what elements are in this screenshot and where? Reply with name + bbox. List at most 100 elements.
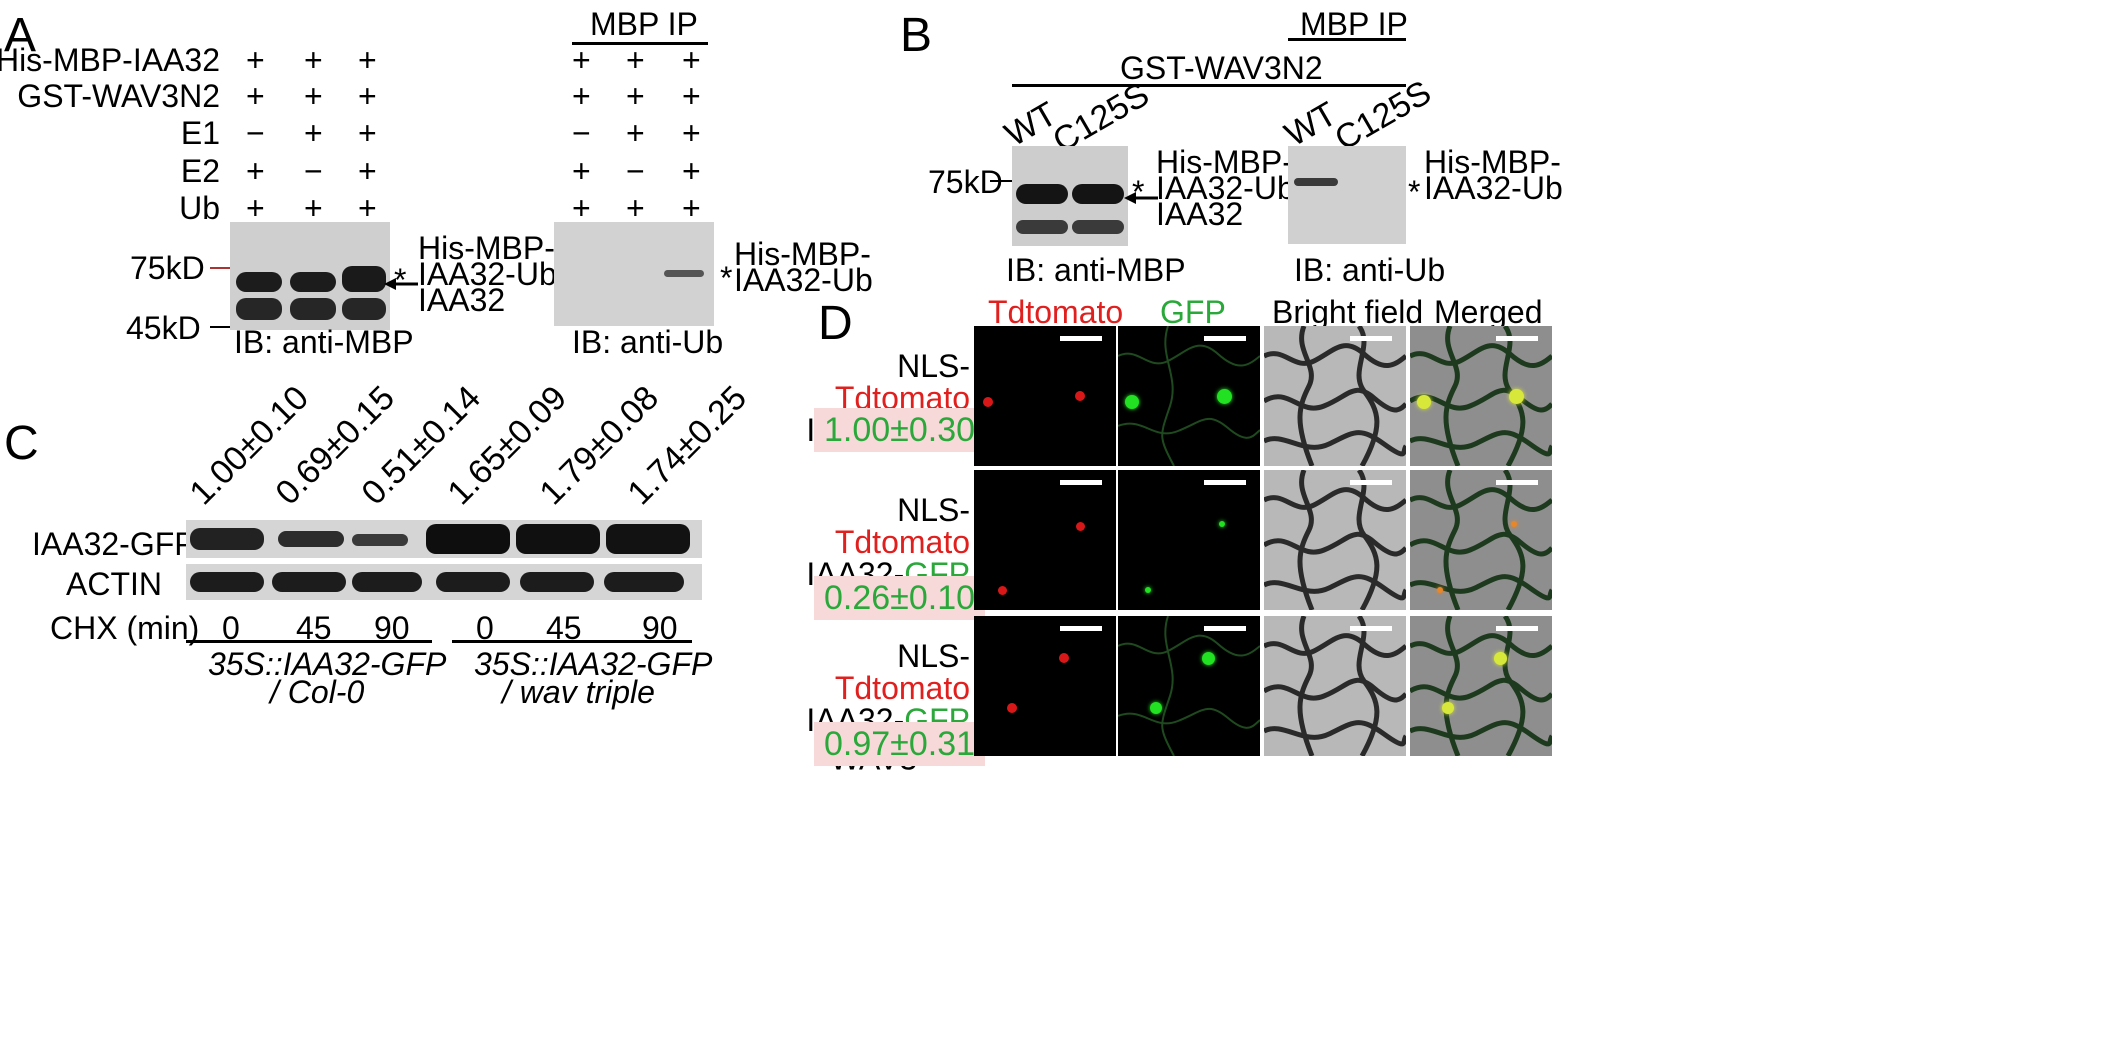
panel-a-row-label: Ub (179, 190, 220, 226)
panel-d-nucleus (1075, 521, 1085, 531)
panel-d-scale-bar (1350, 480, 1392, 485)
panel-a-right-sign: + (626, 78, 645, 114)
panel-a-right-annot-2: IAA32-Ub (734, 262, 873, 298)
panel-letter-c: C (4, 417, 39, 470)
panel-d-scale-bar (1496, 626, 1538, 631)
panel-d-nucleus (1125, 395, 1139, 409)
panel-c-row2-label: ACTIN (66, 566, 162, 602)
panel-d-scale-bar (1204, 336, 1246, 341)
panel-c-row1-label: IAA32-GFP (32, 526, 196, 562)
panel-a-left-sign: + (246, 42, 265, 78)
panel-d-scale-bar (1496, 336, 1538, 341)
panel-b-ib-right: IB: anti-Ub (1294, 252, 1446, 288)
panel-a-marker-45: 45kD (126, 310, 201, 346)
panel-c-group1-line2: / Col-0 (270, 674, 365, 710)
panel-d-image-merged (1410, 616, 1552, 756)
panel-d-cell-outline-art (1410, 326, 1552, 466)
panel-a-left-sign: + (304, 190, 323, 226)
panel-a-left-annot-1: His-MBP- (418, 230, 555, 266)
panel-d-row-label-part: Tdtomato (834, 670, 970, 706)
panel-b-marker-75-tick (990, 180, 1012, 182)
panel-d-cell-outline-art (1410, 616, 1552, 756)
panel-b-mbp-ip-line (1288, 38, 1406, 41)
panel-a-left-arrow (384, 278, 418, 290)
panel-c-group1-line1: 35S::IAA32-GFP (208, 646, 447, 682)
panel-b-gst-line (1012, 84, 1406, 87)
panel-d-nucleus (1145, 587, 1151, 593)
panel-b-left-blot (1012, 146, 1128, 246)
panel-d-image-brightfield (1264, 470, 1406, 610)
panel-a-right-sign: + (626, 115, 645, 151)
panel-d-nucleus (1417, 395, 1431, 409)
panel-d-row-label-part: NLS- (897, 348, 970, 384)
panel-b-left-arrow (1124, 192, 1158, 204)
panel-d-gfp-outline-art (1118, 326, 1260, 466)
panel-c-group2-line1: 35S::IAA32-GFP (474, 646, 713, 682)
panel-c-group2-line2: / wav triple (502, 674, 655, 710)
panel-d-header-tdtomato: Tdtomato (988, 294, 1124, 330)
panel-d-nucleus (1216, 388, 1232, 404)
panel-a-mbp-ip-line (572, 42, 708, 45)
panel-b-left-annot-1: His-MBP- (1156, 144, 1293, 180)
panel-c-chx-value: 45 (296, 610, 332, 646)
panel-d-nucleus (1437, 587, 1443, 593)
panel-a-left-sign: + (246, 78, 265, 114)
panel-d-cell-outline-art (1264, 470, 1406, 610)
panel-d-nucleus (997, 585, 1007, 595)
panel-a-left-sign: + (358, 78, 377, 114)
panel-a-left-sign: + (246, 153, 265, 189)
panel-d-nucleus (1219, 521, 1225, 527)
panel-a-marker-75-tick (210, 267, 230, 269)
panel-a-left-sign: + (246, 190, 265, 226)
panel-d-image-tdtomato (974, 470, 1116, 610)
panel-d-quant-value: 0.26±0.10 (814, 576, 986, 620)
panel-d-cell-outline-art (1410, 470, 1552, 610)
panel-b-right-annot-1: His-MBP- (1424, 144, 1561, 180)
panel-d-nucleus (1201, 651, 1215, 665)
panel-a-right-sign: − (572, 115, 591, 151)
panel-c-chx-value: 45 (546, 610, 582, 646)
panel-a-left-sign: − (304, 153, 323, 189)
panel-a-right-sign: + (682, 190, 701, 226)
panel-a-mbp-ip-label: MBP IP (590, 6, 698, 42)
panel-a-right-sign: + (682, 115, 701, 151)
panel-a-right-sign: + (682, 42, 701, 78)
panel-letter-d: D (818, 297, 853, 350)
panel-d-nucleus (1059, 653, 1069, 663)
panel-a-ib-left: IB: anti-MBP (234, 324, 414, 360)
panel-d-image-gfp (1118, 326, 1260, 466)
panel-a-marker-75: 75kD (130, 250, 205, 286)
panel-b-left-annot-2: IAA32-Ub (1156, 170, 1295, 206)
panel-d-row-label-part: Tdtomato (834, 524, 970, 560)
panel-d-nucleus (1150, 702, 1162, 714)
panel-a-right-blot (554, 222, 714, 326)
panel-c-actin-blot (186, 564, 702, 600)
panel-d-image-merged (1410, 326, 1552, 466)
panel-c-group2-line (452, 640, 692, 643)
panel-a-right-sign: + (572, 153, 591, 189)
panel-d-cell-outline-art (1264, 616, 1406, 756)
panel-a-left-sign: + (358, 115, 377, 151)
panel-a-right-sign: + (626, 42, 645, 78)
panel-d-scale-bar (1204, 480, 1246, 485)
panel-b-star-right: * (1408, 174, 1421, 210)
panel-a-right-annot-1: His-MBP- (734, 236, 871, 272)
panel-a-right-sign: + (572, 190, 591, 226)
panel-a-right-sign: + (572, 78, 591, 114)
panel-a-left-annot-2: IAA32-Ub (418, 256, 557, 292)
panel-a-star-right: * (720, 260, 733, 296)
panel-b-mbp-ip-label: MBP IP (1300, 6, 1408, 42)
panel-d-scale-bar (1060, 626, 1102, 631)
panel-a-row-label: E1 (180, 115, 220, 151)
panel-d-image-tdtomato (974, 326, 1116, 466)
panel-d-row-label-part: NLS- (897, 492, 970, 528)
panel-b-right-annot-2: IAA32-Ub (1424, 170, 1563, 206)
panel-a-ib-right: IB: anti-Ub (572, 324, 724, 360)
panel-d-quant-value: 1.00±0.30 (814, 408, 986, 452)
panel-a-left-sign: + (304, 78, 323, 114)
panel-a-left-sign: + (304, 115, 323, 151)
panel-b-right-blot (1288, 146, 1406, 244)
panel-d-scale-bar (1496, 480, 1538, 485)
panel-c-chx-value: 90 (642, 610, 678, 646)
panel-d-image-merged (1410, 470, 1552, 610)
